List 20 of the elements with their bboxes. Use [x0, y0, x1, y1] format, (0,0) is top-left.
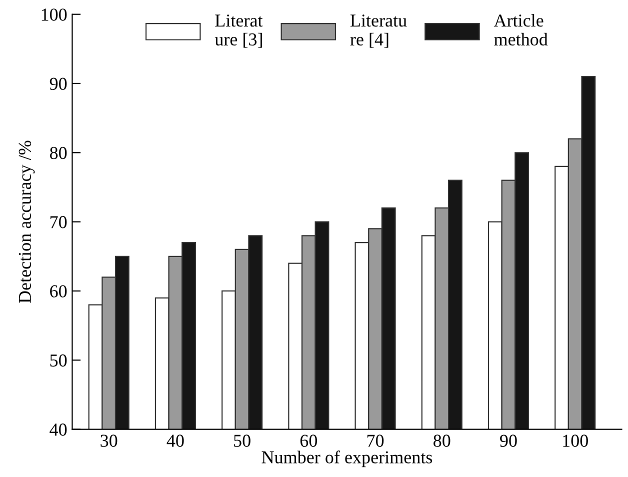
x-tick-label: 80	[434, 434, 450, 447]
legend-label: Article method	[494, 14, 548, 46]
y-tick-label: 50	[50, 354, 67, 367]
y-tick-label: 40	[50, 424, 67, 436]
legend-label: Literat ure [3]	[214, 14, 263, 48]
x-axis-title: Number of experiments	[262, 450, 432, 468]
x-tick-label: 40	[166, 434, 184, 447]
y-axis-title: Detection accuracy /%	[18, 140, 35, 303]
y-tick-label: 70	[50, 216, 67, 228]
x-tick-label: 90	[500, 434, 517, 447]
x-tick-label: 60	[300, 434, 318, 447]
x-tick-label: 30	[100, 434, 118, 447]
x-tick-label: 70	[367, 434, 384, 447]
legend-label: Literatu re [4]	[350, 14, 407, 48]
x-tick-label: 50	[234, 434, 250, 447]
y-tick-label: 80	[50, 146, 67, 160]
y-tick-label: 100	[42, 8, 67, 21]
x-tick-label: 100	[563, 434, 588, 447]
y-tick-label: 60	[50, 285, 67, 298]
y-tick-label: 90	[50, 78, 67, 90]
